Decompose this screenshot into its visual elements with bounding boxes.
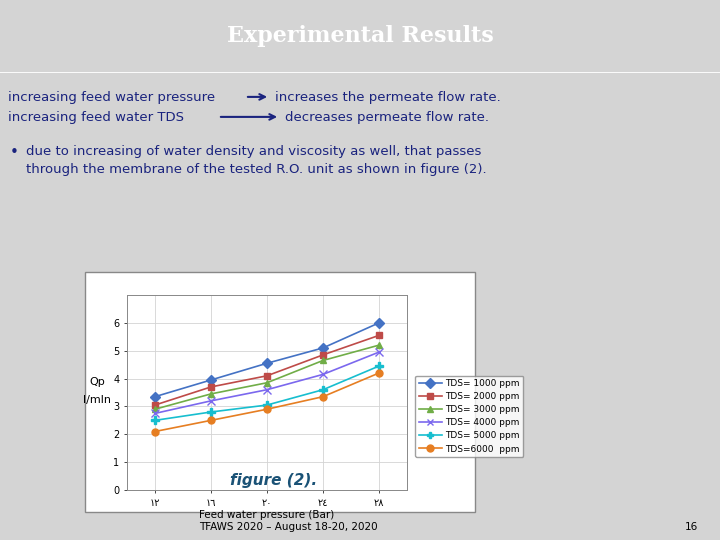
TDS= 3000 ppm <box>374 342 383 348</box>
TDS=6000  ppm <box>207 417 215 423</box>
Line: TDS= 2000 ppm: TDS= 2000 ppm <box>151 332 382 408</box>
TDS= 4000 ppm <box>207 397 215 404</box>
TDS= 5000 ppm <box>319 387 328 393</box>
Text: •: • <box>10 145 19 160</box>
TDS= 3000 ppm <box>319 357 328 364</box>
TDS= 1000 ppm <box>150 394 159 400</box>
Text: decreases permeate flow rate.: decreases permeate flow rate. <box>285 111 489 124</box>
TDS= 1000 ppm <box>263 360 271 367</box>
TDS= 2000 ppm <box>207 384 215 390</box>
Text: l/mln: l/mln <box>83 395 111 405</box>
TDS= 2000 ppm <box>319 352 328 358</box>
Line: TDS= 1000 ppm: TDS= 1000 ppm <box>151 319 382 400</box>
TDS=6000  ppm <box>150 428 159 435</box>
Line: TDS= 5000 ppm: TDS= 5000 ppm <box>150 362 383 424</box>
TDS= 2000 ppm <box>374 332 383 339</box>
Text: due to increasing of water density and viscosity as well, that passes: due to increasing of water density and v… <box>26 145 482 158</box>
Text: Experimental Results: Experimental Results <box>227 25 493 48</box>
TDS= 3000 ppm <box>150 406 159 413</box>
Text: increasing feed water pressure: increasing feed water pressure <box>8 91 215 104</box>
Legend: TDS= 1000 ppm, TDS= 2000 ppm, TDS= 3000 ppm, TDS= 4000 ppm, TDS= 5000 ppm, TDS=6: TDS= 1000 ppm, TDS= 2000 ppm, TDS= 3000 … <box>415 376 523 457</box>
TDS= 4000 ppm <box>150 410 159 417</box>
TDS= 3000 ppm <box>263 380 271 386</box>
Text: Qp: Qp <box>89 377 105 387</box>
Text: through the membrane of the tested R.O. unit as shown in figure (2).: through the membrane of the tested R.O. … <box>26 163 487 176</box>
Text: increases the permeate flow rate.: increases the permeate flow rate. <box>275 91 500 104</box>
TDS= 1000 ppm <box>319 345 328 351</box>
Line: TDS=6000  ppm: TDS=6000 ppm <box>151 369 382 435</box>
Line: TDS= 4000 ppm: TDS= 4000 ppm <box>150 348 383 417</box>
Text: TFAWS 2020 – August 18-20, 2020: TFAWS 2020 – August 18-20, 2020 <box>199 522 377 531</box>
TDS= 2000 ppm <box>150 402 159 408</box>
TDS= 4000 ppm <box>263 387 271 393</box>
TDS=6000  ppm <box>374 370 383 376</box>
TDS=6000  ppm <box>263 406 271 413</box>
TDS= 5000 ppm <box>150 417 159 423</box>
TDS= 4000 ppm <box>374 349 383 355</box>
TDS= 5000 ppm <box>374 363 383 369</box>
TDS= 1000 ppm <box>207 377 215 383</box>
Line: TDS= 3000 ppm: TDS= 3000 ppm <box>151 342 382 413</box>
TDS= 5000 ppm <box>207 409 215 415</box>
Text: figure (2).: figure (2). <box>230 473 318 488</box>
TDS= 4000 ppm <box>319 371 328 377</box>
TDS= 2000 ppm <box>263 373 271 379</box>
X-axis label: Feed water pressure (Bar): Feed water pressure (Bar) <box>199 510 335 521</box>
TDS=6000  ppm <box>319 394 328 400</box>
TDS= 1000 ppm <box>374 320 383 326</box>
Bar <box>85 272 475 512</box>
TDS= 5000 ppm <box>263 402 271 408</box>
Text: 16: 16 <box>685 522 698 531</box>
Text: increasing feed water TDS: increasing feed water TDS <box>8 111 184 124</box>
TDS= 3000 ppm <box>207 390 215 397</box>
